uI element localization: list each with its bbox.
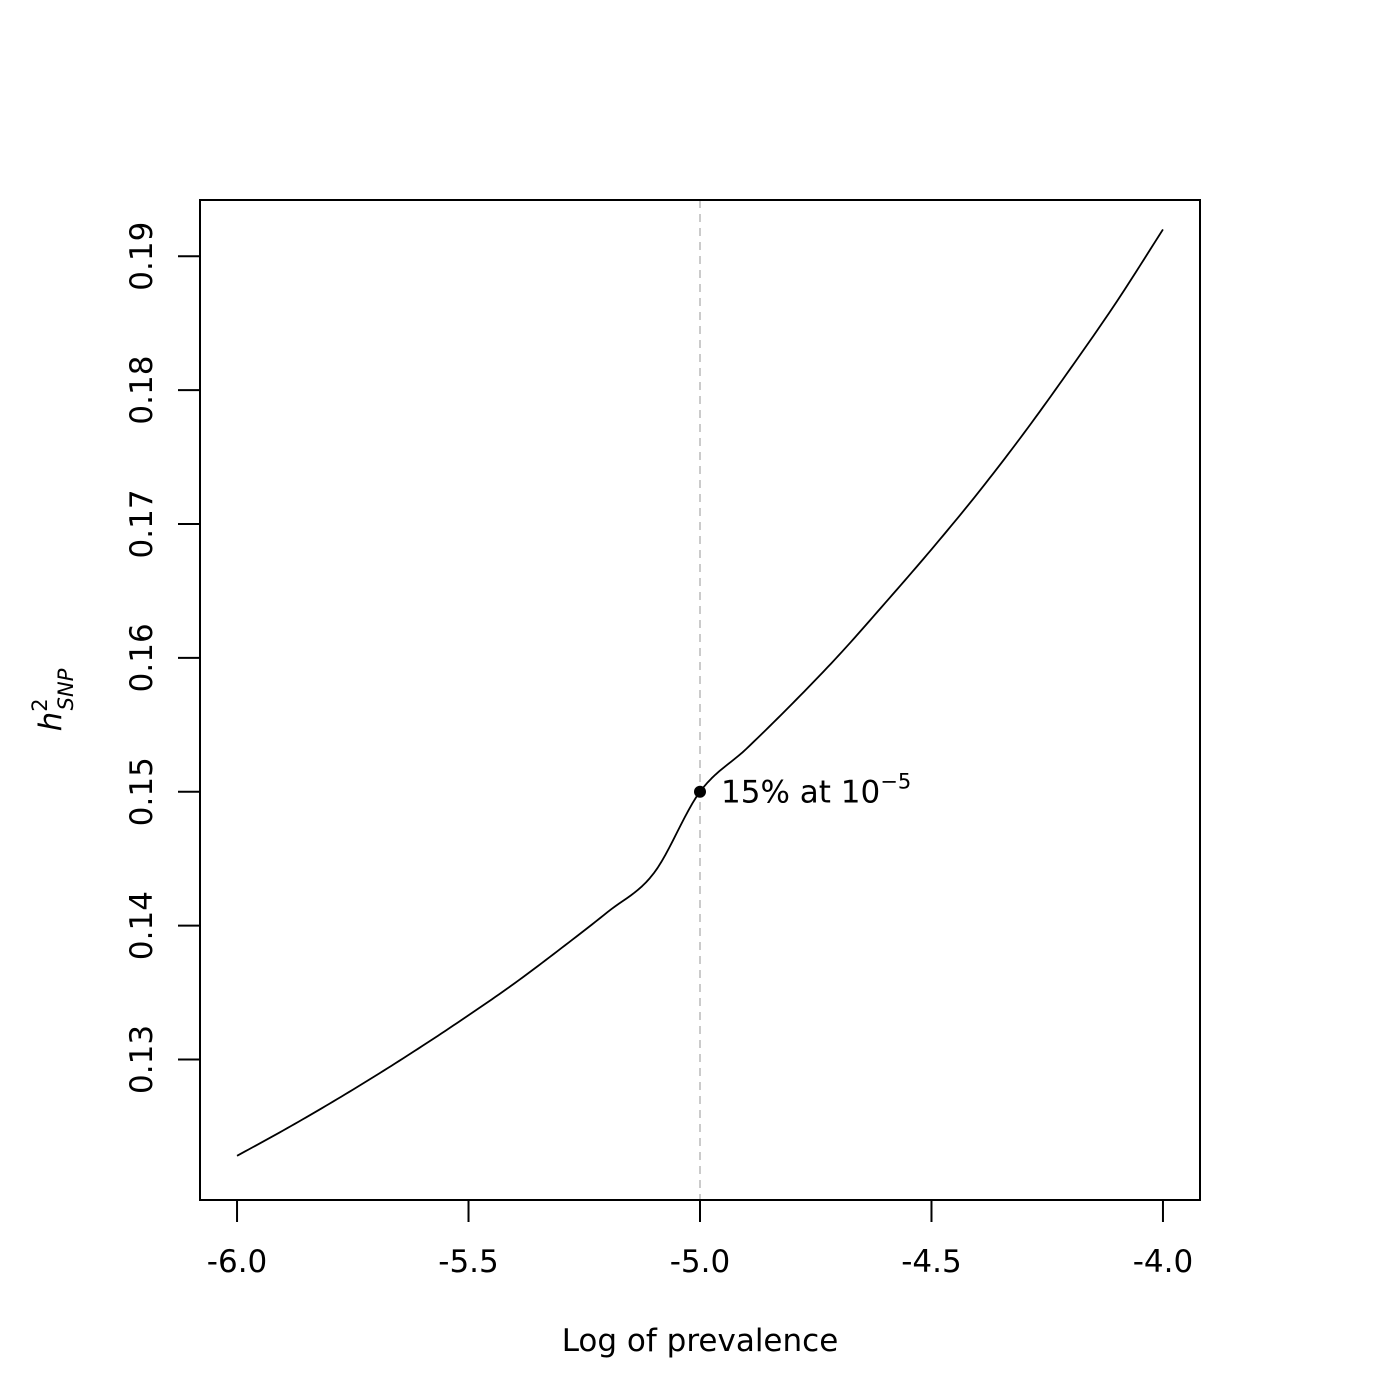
y-tick-label: 0.13: [124, 1025, 160, 1094]
y-axis-title-subscript: SNP: [54, 668, 78, 710]
y-axis-title: h2SNP: [28, 668, 78, 731]
y-tick-label: 0.16: [124, 623, 160, 692]
x-tick-label: -5.0: [670, 1244, 731, 1280]
axes: -6.0 -5.5 -5.0 -4.5 -4.0 0.13 0.14 0.15 0.16 0.17…: [124, 199, 1201, 1280]
x-tick-label: -5.5: [438, 1244, 499, 1280]
x-tick-label: -4.0: [1133, 1244, 1194, 1280]
highlight-label-text: 15% at 10: [721, 775, 880, 811]
y-axis-title-base: h: [33, 712, 69, 732]
y-axis-title-superscript: 2: [28, 698, 52, 711]
y-tick-label: 0.15: [124, 757, 160, 826]
y-tick-label: 0.17: [124, 489, 160, 558]
y-tick-label: 0.14: [124, 891, 160, 960]
y-tick-label: 0.18: [124, 356, 160, 425]
plot-area: 15% at 10−5: [236, 200, 1164, 1200]
x-axis-title: Log of prevalence: [562, 1323, 839, 1359]
highlight-point: [694, 785, 706, 798]
highlight-label: 15% at 10−5: [721, 770, 911, 811]
y-tick-label: 0.19: [124, 222, 160, 291]
highlight-label-superscript: −5: [880, 770, 911, 794]
x-tick-label: -4.5: [901, 1244, 962, 1280]
plot-frame: [199, 199, 1201, 1201]
x-tick-label: -6.0: [207, 1244, 268, 1280]
